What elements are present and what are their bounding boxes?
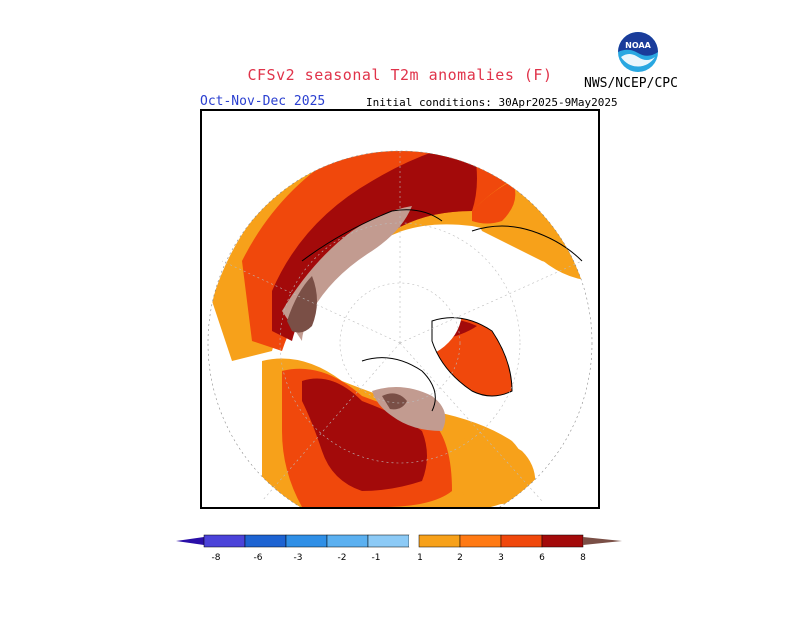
anomaly-region-north-america-core [302, 378, 427, 491]
colorbar-tick-label: 2 [457, 553, 463, 563]
anomaly-region-arctic-canada-brown [382, 393, 407, 410]
colorbar-swatch-m1 [367, 534, 410, 548]
colorbar: -8 -6 -3 -2 -1 1 2 3 6 8 [170, 532, 630, 572]
colorbar-swatch-1 [418, 534, 461, 548]
colorbar-tick-label: 6 [539, 553, 545, 563]
colorbar-swatch-m2 [326, 534, 369, 548]
colorbar-swatch-m3 [285, 534, 328, 548]
colorbar-arrow-right [583, 537, 622, 545]
colorbar-swatch-m6 [203, 534, 246, 548]
colorbar-tick-label: -6 [254, 553, 263, 563]
noaa-logo-icon: NOAA [617, 31, 659, 77]
polar-map [200, 109, 600, 509]
colorbar-tick-label: 8 [580, 553, 586, 563]
graticule [221, 151, 583, 502]
initial-conditions-label: Initial conditions: 30Apr2025-9May2025 [366, 96, 618, 109]
anomaly-region-eurasia-max [282, 206, 412, 341]
map-title: CFSv2 seasonal T2m anomalies (F) [247, 66, 553, 84]
colorbar-tick-label: -8 [212, 553, 221, 563]
colorbar-swatch-3 [500, 534, 543, 548]
anomaly-region-siberia-max [287, 276, 317, 333]
season-label: Oct-Nov-Dec 2025 [200, 94, 326, 109]
colorbar-arrow-left [176, 537, 204, 545]
colorbar-tick-label: -3 [294, 553, 303, 563]
agency-label: NWS/NCEP/CPC [584, 76, 678, 91]
colorbar-swatch-6 [541, 534, 584, 548]
coastlines [301, 209, 583, 412]
colorbar-tick-label: -1 [372, 553, 381, 563]
noaa-logo-text: NOAA [625, 41, 651, 50]
colorbar-tick-label: -2 [338, 553, 347, 563]
colorbar-tick-label: 3 [498, 553, 504, 563]
colorbar-swatch-2 [459, 534, 502, 548]
anomaly-region-east-asia-red [472, 181, 516, 224]
anomaly-region-atlantic [452, 437, 536, 507]
colorbar-tick-label: 1 [417, 553, 423, 563]
colorbar-swatch-m4 [244, 534, 287, 548]
colorbar-swatch-neutral [409, 535, 419, 547]
polar-map-svg [207, 150, 593, 507]
